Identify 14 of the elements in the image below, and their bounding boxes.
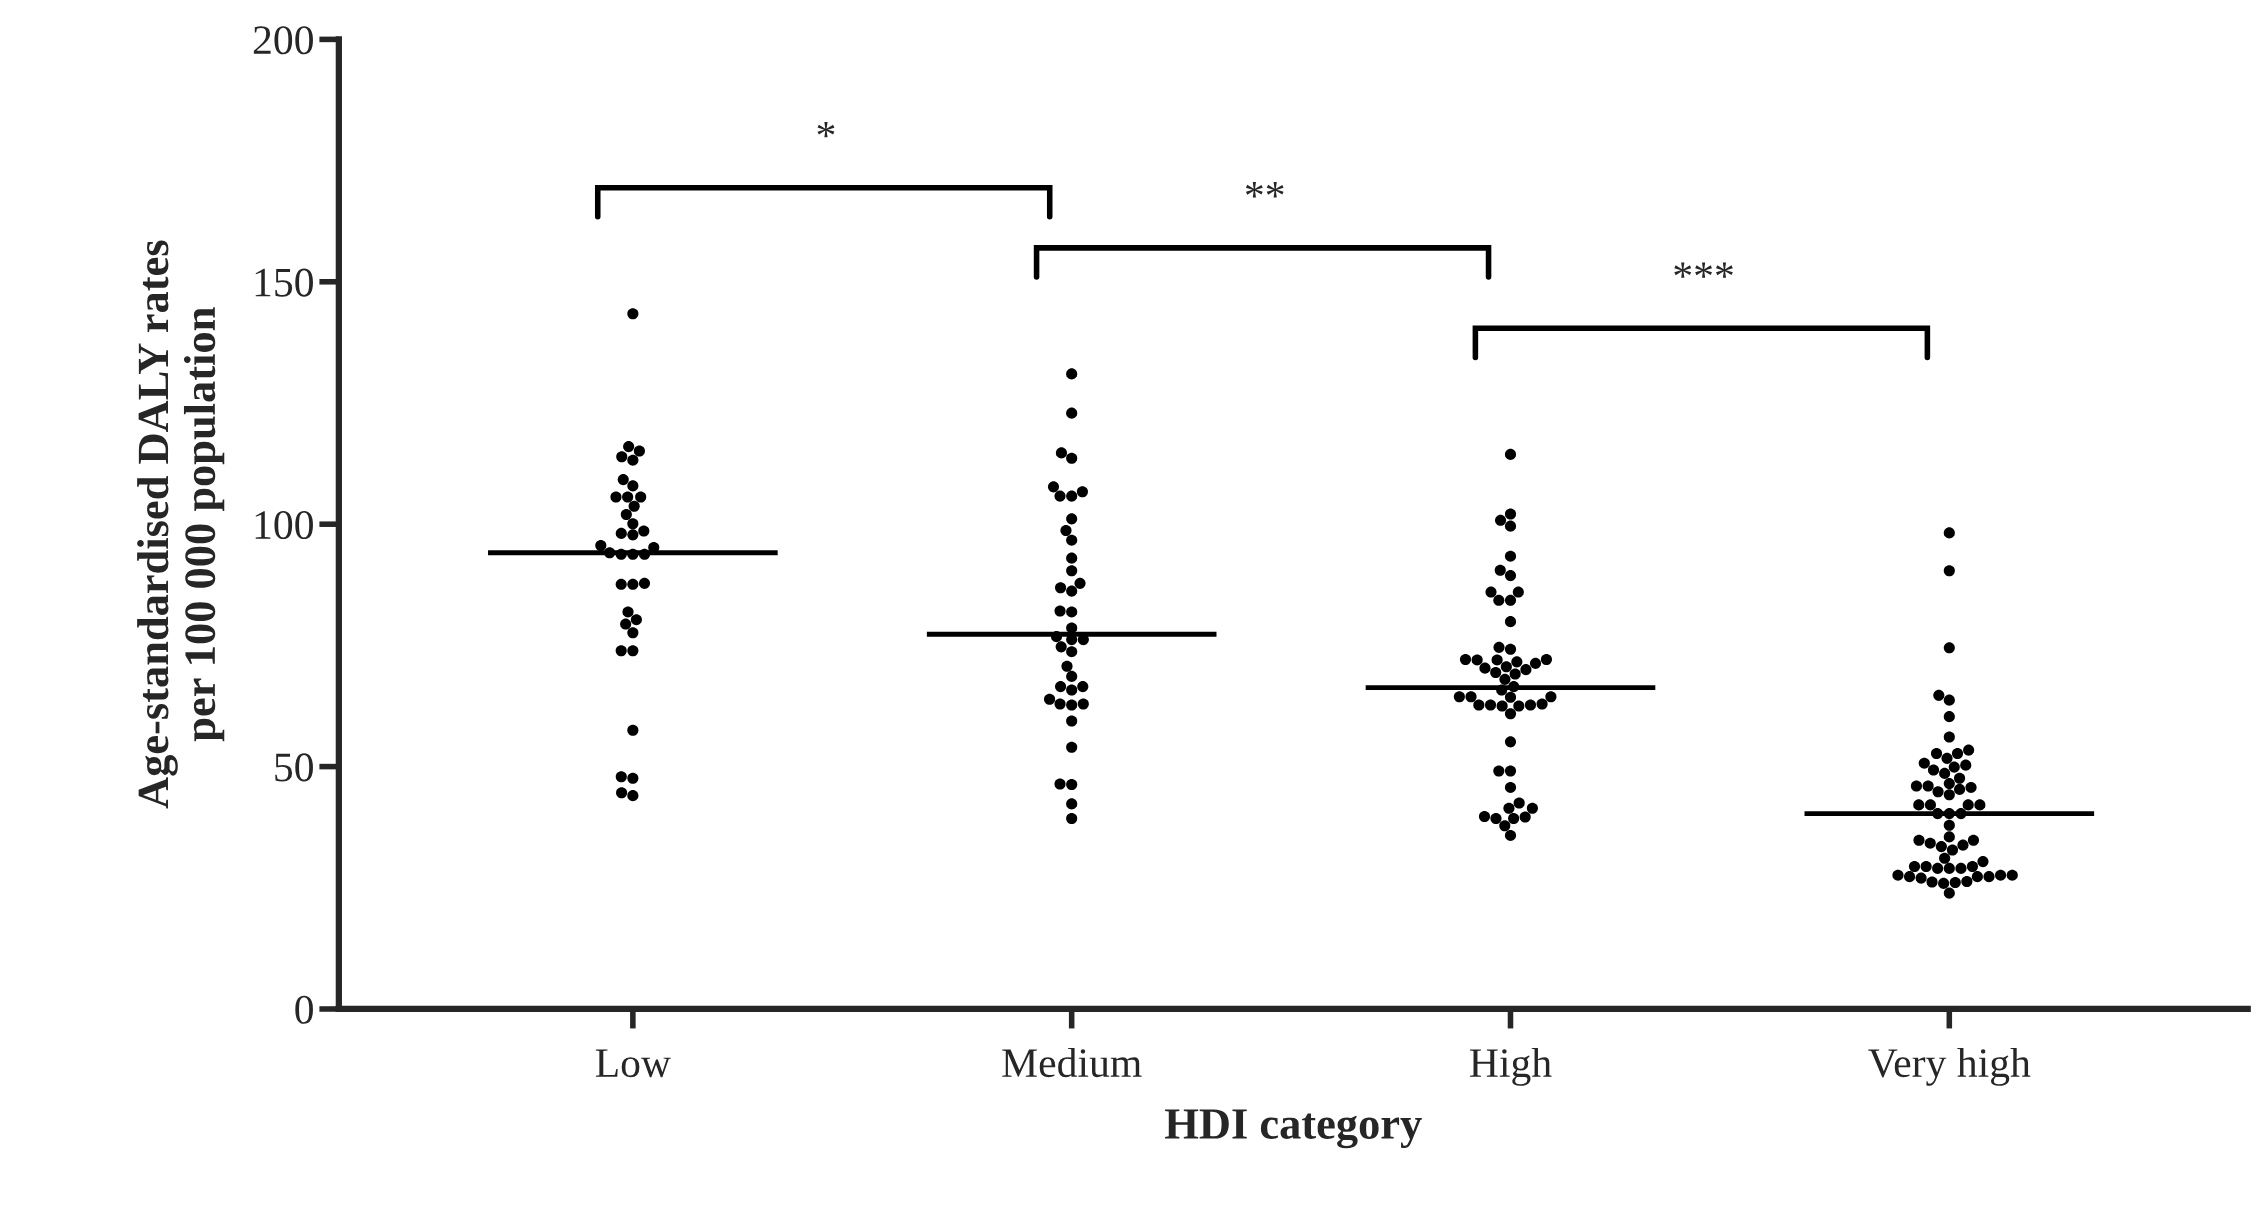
- x-tick-label: Medium: [1002, 1047, 1142, 1078]
- annotation: **: [1245, 182, 1284, 198]
- x-tick-label: High: [1470, 1047, 1552, 1086]
- y-tick-label: 50: [275, 753, 313, 782]
- y-tick-label: 0: [295, 995, 313, 1024]
- annotation: ***: [1674, 262, 1733, 278]
- x-tick-label: Low: [595, 1049, 671, 1078]
- y-tick-label: 200: [253, 26, 313, 55]
- x-axis-title: HDI category: [1165, 1109, 1422, 1149]
- y-tick-label: 150: [255, 268, 313, 297]
- annotation: *: [817, 121, 835, 138]
- y-axis-title: Age-standardised DALY rates per 100 000 population: [137, 240, 225, 809]
- y-tick-label: 100: [255, 510, 313, 540]
- x-tick-label: Very high: [1868, 1047, 2031, 1086]
